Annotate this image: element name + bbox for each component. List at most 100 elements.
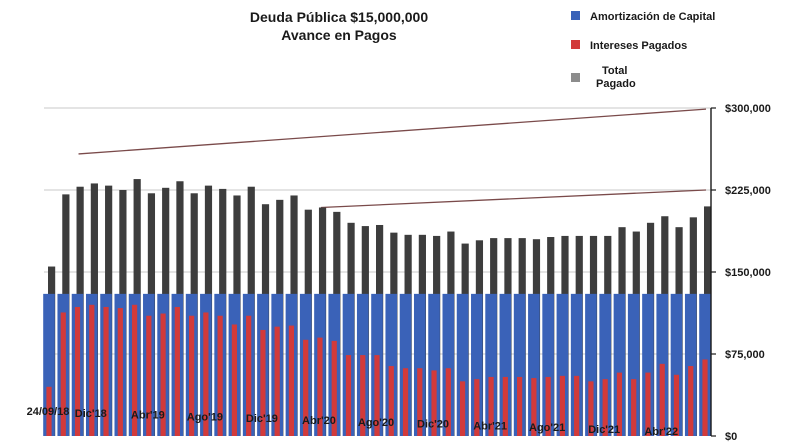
bar-intereses <box>317 337 323 436</box>
bar-amortizacion <box>684 293 697 436</box>
legend-swatch-intereses <box>571 40 580 49</box>
x-tick-label: Dic'20 <box>417 419 449 431</box>
bar-intereses <box>174 306 180 436</box>
bar-intereses <box>417 368 423 436</box>
bar-intereses <box>673 374 680 436</box>
bar-intereses <box>331 340 337 436</box>
bar-intereses <box>146 315 152 436</box>
bar-amortizacion <box>513 293 526 436</box>
y-tick-label: $75,000 <box>725 349 765 361</box>
legend-swatch-amortizacion <box>571 11 580 20</box>
bar-intereses <box>545 376 551 436</box>
bar-intereses <box>160 313 166 436</box>
y-tick-label: $0 <box>725 431 737 443</box>
y-tick-label: $150,000 <box>725 267 771 279</box>
bar-amortizacion <box>528 293 540 436</box>
y-tick-labels: $0 $75,000 $150,000 $225,000 $300,000 <box>711 103 771 443</box>
bar-intereses <box>345 355 352 436</box>
bar-intereses <box>231 324 237 436</box>
bar-intereses <box>89 304 95 436</box>
chart-subtitle: Avance en Pagos <box>281 27 397 43</box>
y-tick-label: $300,000 <box>725 103 771 115</box>
legend-label-amortizacion: Amortización de Capital <box>590 11 715 23</box>
bar-amortizacion <box>456 293 469 436</box>
bar-amortizacion <box>485 293 497 436</box>
bar-intereses <box>388 366 394 436</box>
bar-intereses <box>688 366 694 436</box>
legend: Amortización de Capital Intereses Pagado… <box>571 11 715 90</box>
x-tick-label: Ago'19 <box>187 411 223 423</box>
bar-intereses <box>631 379 637 436</box>
x-tick-label: 24/09/18 <box>27 406 70 418</box>
x-tick-labels: 24/09/18 Dic'18 Abr'19 Ago'19 Dic'19 Abr'20 Ag… <box>27 406 679 438</box>
bar-intereses <box>588 381 594 436</box>
bar-intereses <box>374 355 380 436</box>
bar-intereses <box>189 315 195 436</box>
bar-intereses <box>531 378 537 436</box>
bar-intereses <box>402 368 409 436</box>
bar-amortizacion <box>399 293 412 436</box>
bar-intereses <box>117 308 123 436</box>
bar-amortizacion <box>471 293 483 436</box>
x-tick-label: Abr'21 <box>473 420 507 432</box>
bar-intereses <box>360 355 366 436</box>
trend-lines <box>78 108 707 209</box>
bar-amortizacion <box>413 293 426 436</box>
bar-intereses <box>702 359 708 436</box>
bar-amortizacion <box>43 293 55 436</box>
x-tick-label: Abr'20 <box>302 415 336 427</box>
bar-intereses <box>459 381 466 436</box>
bar-amortizacion <box>627 293 640 436</box>
bar-amortizacion <box>385 293 398 436</box>
chart-title: Deuda Pública $15,000,000 <box>250 9 428 25</box>
bar-amortizacion <box>642 293 654 436</box>
x-tick-label: Abr'19 <box>131 410 165 422</box>
bar-intereses <box>474 379 480 436</box>
bar-amortizacion <box>499 293 512 436</box>
bar-intereses <box>303 339 309 436</box>
bar-intereses <box>488 376 494 436</box>
bar-amortizacion <box>542 293 554 436</box>
bar-intereses <box>431 370 437 436</box>
bar-intereses <box>246 315 252 436</box>
bar-intereses <box>46 386 52 436</box>
bar-intereses <box>103 306 109 436</box>
bar-amortizacion <box>585 293 597 436</box>
bar-intereses <box>645 372 651 436</box>
y-tick-label: $225,000 <box>725 185 771 197</box>
x-tick-label: Abr'22 <box>644 426 678 438</box>
bar-amortizacion <box>670 293 683 436</box>
bar-amortizacion <box>556 293 569 436</box>
x-tick-label: Dic'19 <box>246 413 278 425</box>
bar-intereses <box>659 363 665 436</box>
trend-line <box>320 189 707 209</box>
bar-intereses <box>559 375 565 436</box>
bar-amortizacion <box>613 293 626 436</box>
bar-intereses <box>274 326 280 436</box>
bar-intereses <box>574 375 580 436</box>
legend-label-total: Total Pagado <box>596 65 636 90</box>
bar-amortizacion <box>599 293 611 436</box>
bar-amortizacion <box>570 293 583 436</box>
bar-amortizacion <box>428 293 440 436</box>
bar-intereses <box>445 368 451 436</box>
x-tick-label: Dic'21 <box>588 424 620 436</box>
bar-intereses <box>602 379 608 436</box>
bar-intereses <box>60 312 66 436</box>
bars <box>43 179 712 437</box>
bar-amortizacion <box>442 293 455 436</box>
bar-intereses <box>203 312 209 436</box>
bar-intereses <box>74 306 81 436</box>
x-tick-label: Ago'21 <box>529 422 565 434</box>
bar-intereses <box>502 376 508 436</box>
bar-intereses <box>131 304 138 436</box>
bar-intereses <box>217 315 223 436</box>
legend-swatch-total <box>571 73 580 82</box>
bar-intereses <box>616 372 623 436</box>
bar-intereses <box>517 376 523 436</box>
bar-intereses <box>260 329 266 436</box>
x-tick-label: Ago'20 <box>358 417 394 429</box>
bar-intereses <box>288 325 295 436</box>
trend-line <box>78 108 707 155</box>
